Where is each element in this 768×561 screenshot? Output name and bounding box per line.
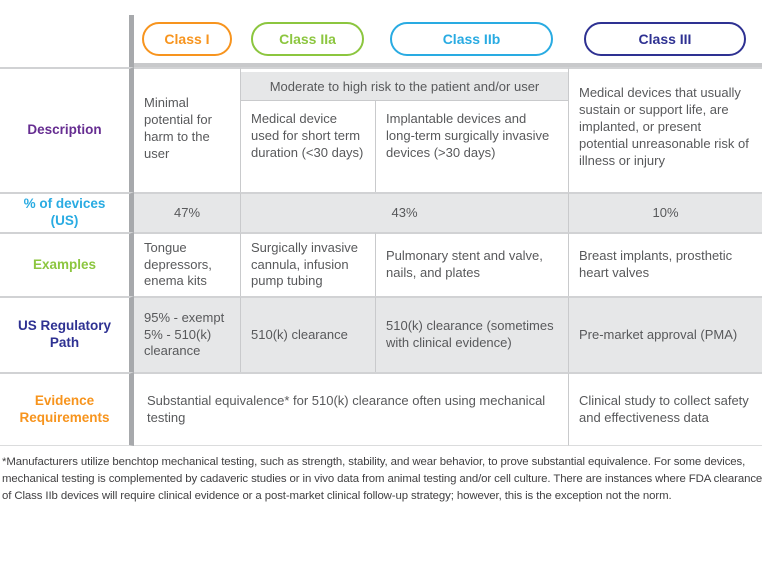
regulatory-class-iii-cell: Pre-market approval (PMA) bbox=[568, 296, 762, 372]
header-cell-class-iii: Class III bbox=[568, 15, 762, 67]
pct-class-i-cell: 47% bbox=[134, 192, 240, 232]
row-label-examples: Examples bbox=[0, 232, 134, 296]
row-label-description: Description bbox=[0, 67, 134, 192]
moderate-risk-banner: Moderate to high risk to the patient and… bbox=[241, 72, 568, 101]
examples-class-iia-cell: Surgically invasive cannula, infusion pu… bbox=[240, 232, 375, 296]
examples-class-iii-cell: Breast implants, prosthetic heart valves bbox=[568, 232, 762, 296]
regulatory-class-iib-cell: 510(k) clearance (sometimes with clinica… bbox=[375, 296, 568, 372]
header-cell-class-iib: Class IIb bbox=[375, 15, 568, 67]
description-class-iii-cell: Medical devices that usually sustain or … bbox=[568, 67, 762, 192]
device-class-comparison-table: Class I Class IIa Class IIb Class III De… bbox=[0, 15, 768, 446]
description-class-i-cell: Minimal potential for harm to the user bbox=[134, 67, 240, 192]
regulatory-class-i-cell: 95% - exempt 5% - 510(k) clearance bbox=[134, 296, 240, 372]
row-label-us-regulatory-path: US Regulatory Path bbox=[0, 296, 134, 372]
pct-class-iii-cell: 10% bbox=[568, 192, 762, 232]
class-i-pill: Class I bbox=[142, 22, 232, 56]
description-class-iib-cell: Implantable devices and long-term surgic… bbox=[386, 111, 550, 160]
examples-class-iib-cell: Pulmonary stent and valve, nails, and pl… bbox=[375, 232, 568, 296]
class-iib-pill: Class IIb bbox=[390, 22, 553, 56]
header-cell-class-i: Class I bbox=[134, 15, 240, 67]
row-label-evidence-requirements: Evidence Requirements bbox=[0, 372, 134, 446]
examples-class-i-cell: Tongue depressors, enema kits bbox=[134, 232, 240, 296]
description-class-iia-cell: Medical device used for short term durat… bbox=[241, 101, 376, 192]
header-cell-class-iia: Class IIa bbox=[240, 15, 375, 67]
pct-class-ii-cell: 43% bbox=[240, 192, 568, 232]
row-label-pct-devices: % of devices (US) bbox=[0, 192, 134, 232]
description-class-ii-subrow: Medical device used for short term durat… bbox=[241, 101, 568, 192]
footnote-text: *Manufacturers utilize benchtop mechanic… bbox=[2, 456, 763, 503]
regulatory-class-iia-cell: 510(k) clearance bbox=[240, 296, 375, 372]
class-iii-pill: Class III bbox=[583, 22, 747, 56]
description-class-ii-merged-cell: Moderate to high risk to the patient and… bbox=[240, 67, 568, 192]
class-iia-pill: Class IIa bbox=[250, 22, 365, 56]
evidence-class-i-to-iib-cell: Substantial equivalence* for 510(k) clea… bbox=[134, 372, 568, 446]
evidence-class-iii-cell: Clinical study to collect safety and eff… bbox=[568, 372, 762, 446]
header-corner-cell bbox=[0, 15, 134, 67]
